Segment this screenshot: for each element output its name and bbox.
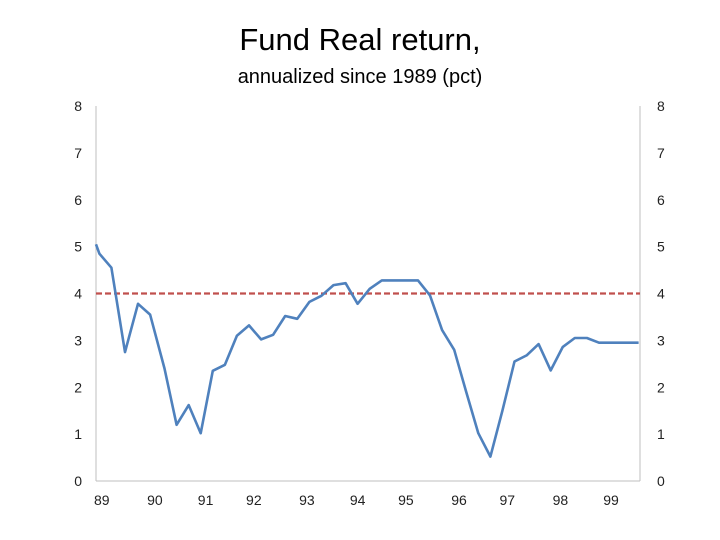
y-tick-label-right: 5	[657, 239, 665, 255]
x-tick-label: 98	[553, 492, 569, 508]
x-tick-label: 94	[350, 492, 366, 508]
y-tick-label-left: 1	[74, 426, 82, 442]
x-tick-label: 93	[299, 492, 315, 508]
y-tick-label-right: 3	[657, 332, 665, 348]
y-tick-label-left: 8	[74, 98, 82, 114]
chart-subtitle: annualized since 1989 (pct)	[237, 66, 483, 88]
y-axis-left-ticks: 0 1 2 3 4 5 6 7 8	[74, 98, 82, 489]
x-tick-label: 90	[147, 492, 163, 508]
y-tick-label-left: 4	[74, 286, 82, 302]
y-tick-label-left: 0	[74, 473, 82, 489]
y-axis-right-ticks: 0 1 2 3 4 5 6 7 8	[657, 98, 665, 489]
x-tick-label: 95	[398, 492, 414, 508]
chart-title: Fund Real return,	[239, 22, 481, 57]
y-tick-label-left: 7	[74, 145, 82, 161]
series-group	[94, 243, 639, 458]
y-tick-label-left: 3	[74, 332, 82, 348]
x-tick-label: 99	[603, 492, 619, 508]
y-tick-label-left: 5	[74, 239, 82, 255]
x-tick-label: 92	[246, 492, 262, 508]
x-tick-label: 89	[94, 492, 110, 508]
y-tick-label-left: 2	[74, 379, 82, 395]
x-axis-ticks: 89 90 91 92 93 94 95 96 97 98 99	[94, 492, 619, 508]
y-tick-label-right: 4	[657, 286, 665, 302]
y-tick-label-right: 7	[657, 145, 665, 161]
x-tick-label: 91	[198, 492, 214, 508]
y-tick-label-right: 6	[657, 192, 665, 208]
y-tick-label-right: 2	[657, 379, 665, 395]
y-tick-label-right: 1	[657, 426, 665, 442]
x-tick-label: 97	[499, 492, 515, 508]
x-tick-label: 96	[451, 492, 467, 508]
y-tick-label-left: 6	[74, 192, 82, 208]
y-tick-label-right: 8	[657, 98, 665, 114]
y-tick-label-right: 0	[657, 473, 665, 489]
series-line	[94, 243, 639, 458]
